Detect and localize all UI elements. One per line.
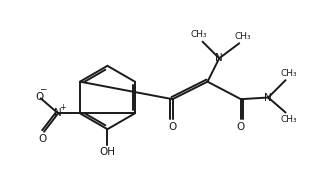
Text: O: O [35, 92, 43, 102]
Text: CH₃: CH₃ [234, 32, 251, 41]
Text: OH: OH [99, 147, 116, 157]
Text: O: O [237, 122, 245, 132]
Text: CH₃: CH₃ [281, 115, 297, 124]
Text: O: O [38, 134, 47, 144]
Text: N: N [54, 108, 62, 118]
Text: CH₃: CH₃ [191, 31, 207, 39]
Text: +: + [59, 103, 66, 112]
Text: N: N [215, 53, 223, 63]
Text: O: O [169, 122, 177, 132]
Text: N: N [264, 92, 272, 102]
Text: CH₃: CH₃ [281, 69, 297, 78]
Text: −: − [39, 85, 47, 93]
